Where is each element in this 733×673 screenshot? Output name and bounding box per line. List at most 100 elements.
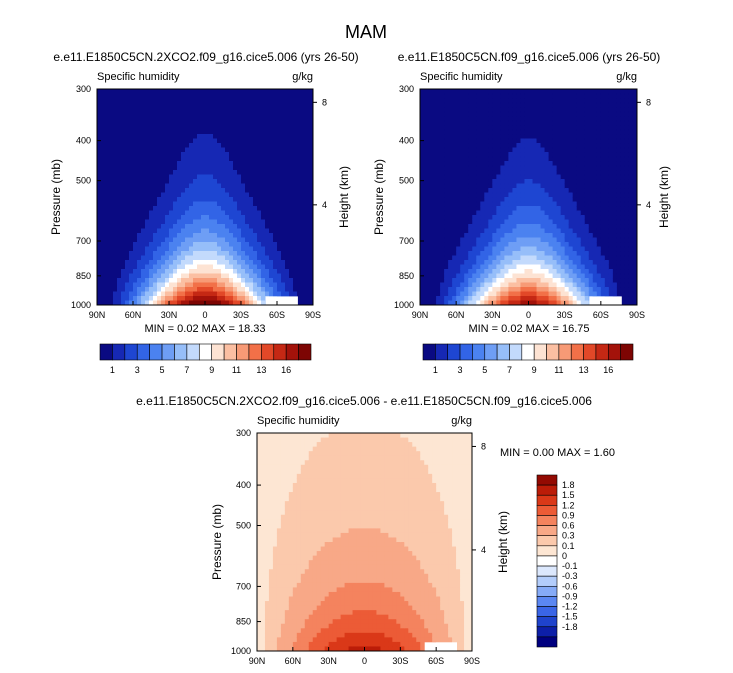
- panel-2xco2-contour-cell: [165, 89, 170, 95]
- panel-control-contour-cell: [436, 107, 441, 113]
- panel-control-contour-cell: [604, 215, 610, 221]
- panel-2xco2-contour-cell: [233, 188, 238, 194]
- panel-control-contour-cell: [596, 129, 602, 135]
- panel-control-contour-cell: [608, 170, 614, 176]
- panel-control-contour-cell: [592, 251, 598, 257]
- panel-control-contour-cell: [580, 111, 586, 117]
- panel-control-contour-cell: [584, 125, 590, 131]
- panel-control-contour-cell: [512, 215, 518, 221]
- panel-2xco2-contour-cell: [145, 111, 150, 117]
- panel-control-contour-cell: [572, 224, 578, 230]
- panel-2xco2-contour-cell: [241, 206, 246, 212]
- panel-control-contour-cell: [556, 183, 562, 189]
- panel-2xco2-contour-cell: [273, 152, 278, 158]
- panel-2xco2-contour-cell: [221, 129, 226, 135]
- panel-2xco2-contour-cell: [285, 264, 290, 270]
- panel-2xco2-contour-cell: [225, 273, 230, 279]
- panel-2xco2-colorbar-swatch: [211, 343, 225, 361]
- panel-control-contour-cell: [500, 210, 505, 216]
- panel-control-contour-cell: [488, 170, 493, 176]
- panel-control-contour-cell: [460, 282, 465, 288]
- panel-control-contour-cell: [600, 129, 606, 135]
- panel-control-contour-cell: [504, 228, 510, 234]
- panel-2xco2-contour-cell: [185, 197, 190, 203]
- panel-control-contour-cell: [432, 147, 437, 153]
- panel-control-contour-cell: [452, 264, 457, 270]
- panel-2xco2-contour-cell: [237, 98, 242, 104]
- panel-control-contour-cell: [564, 107, 570, 113]
- panel-control-contour-cell: [520, 197, 526, 203]
- panel-control-contour-cell: [588, 174, 594, 180]
- panel-2xco2-contour-cell: [165, 188, 170, 194]
- panel-control-contour-cell: [504, 264, 510, 270]
- panel-2xco2-contour-cell: [289, 170, 294, 176]
- panel-2xco2-contour-cell: [261, 215, 266, 221]
- panel-control-contour-cell: [420, 210, 425, 216]
- panel-2xco2-contour-cell: [277, 251, 282, 257]
- panel-2xco2-contour-cell: [217, 183, 222, 189]
- panel-control-contour-cell: [592, 228, 598, 234]
- panel-2xco2-contour-cell: [141, 170, 146, 176]
- panel-2xco2-contour-cell: [133, 183, 138, 189]
- panel-2xco2-contour-cell: [193, 188, 198, 194]
- panel-2xco2-contour-cell: [293, 197, 298, 203]
- panel-control-contour-cell: [556, 300, 562, 305]
- panel-control-contour-cell: [596, 156, 602, 162]
- panel-2xco2-contour-cell: [105, 116, 110, 122]
- panel-control-contour-cell: [468, 183, 473, 189]
- panel-2xco2-contour-cell: [129, 98, 134, 104]
- panel-control-contour-cell: [456, 183, 461, 189]
- panel-2xco2-contour-cell: [113, 138, 118, 144]
- panel-2xco2-contour-cell: [113, 93, 118, 99]
- panel-2xco2-contour-cell: [177, 138, 182, 144]
- panel-2xco2-contour-cell: [189, 120, 194, 126]
- panel-2xco2-contour-cell: [109, 224, 114, 230]
- panel-2xco2-contour-cell: [273, 161, 278, 167]
- panel-2xco2-contour-cell: [249, 138, 254, 144]
- panel-2xco2-contour-cell: [289, 111, 294, 117]
- panel-control-contour-cell: [432, 215, 437, 221]
- panel-control-contour-cell: [564, 188, 570, 194]
- panel-control-contour-cell: [532, 134, 538, 140]
- panel-2xco2-contour-cell: [301, 174, 306, 180]
- panel-control-contour-cell: [480, 233, 485, 239]
- panel-control-contour-cell: [496, 134, 501, 140]
- panel-2xco2-contour-cell: [225, 215, 230, 221]
- panel-control-contour-cell: [584, 251, 590, 257]
- panel-control-contour-cell: [472, 210, 477, 216]
- panel-2xco2-contour-cell: [197, 210, 202, 216]
- panel-2xco2-contour-cell: [185, 251, 190, 257]
- panel-control-contour-cell: [472, 161, 477, 167]
- panel-2xco2-contour-cell: [161, 156, 166, 162]
- panel-2xco2-contour-cell: [133, 269, 138, 275]
- panel-2xco2-x-tick-label: 90N: [89, 310, 106, 320]
- panel-2xco2-contour-cell: [145, 197, 150, 203]
- panel-2xco2-contour-cell: [249, 201, 254, 207]
- panel-2xco2-contour-cell: [205, 93, 210, 99]
- panel-2xco2-contour-cell: [245, 287, 250, 293]
- panel-2xco2-contour-cell: [293, 242, 298, 248]
- panel-2xco2-contour-cell: [249, 98, 254, 104]
- panel-2xco2-contour-cell: [213, 107, 218, 113]
- panel-control-contour-cell: [528, 255, 534, 261]
- panel-control-contour-cell: [576, 174, 582, 180]
- panel-2xco2-contour-cell: [241, 134, 246, 140]
- panel-control-contour-cell: [468, 89, 473, 95]
- panel-2xco2-contour-cell: [189, 188, 194, 194]
- panel-control-contour-cell: [504, 98, 510, 104]
- panel-control-contour-cell: [424, 111, 429, 117]
- panel-2xco2-contour-cell: [229, 197, 234, 203]
- panel-2xco2-contour-cell: [109, 98, 114, 104]
- panel-2xco2-contour-cell: [145, 192, 150, 198]
- panel-control-contour-cell: [544, 264, 550, 270]
- panel-control-contour-cell: [564, 156, 570, 162]
- panel-2xco2-contour-cell: [177, 210, 182, 216]
- panel-control-contour-cell: [508, 201, 514, 207]
- panel-2xco2-contour-cell: [309, 237, 313, 243]
- panel-control-contour-cell: [556, 273, 562, 279]
- panel-2xco2-contour-cell: [237, 134, 242, 140]
- panel-2xco2-contour-cell: [261, 192, 266, 198]
- panel-control-contour-cell: [492, 282, 497, 288]
- panel-control-contour-cell: [516, 134, 522, 140]
- panel-control-contour-cell: [568, 147, 574, 153]
